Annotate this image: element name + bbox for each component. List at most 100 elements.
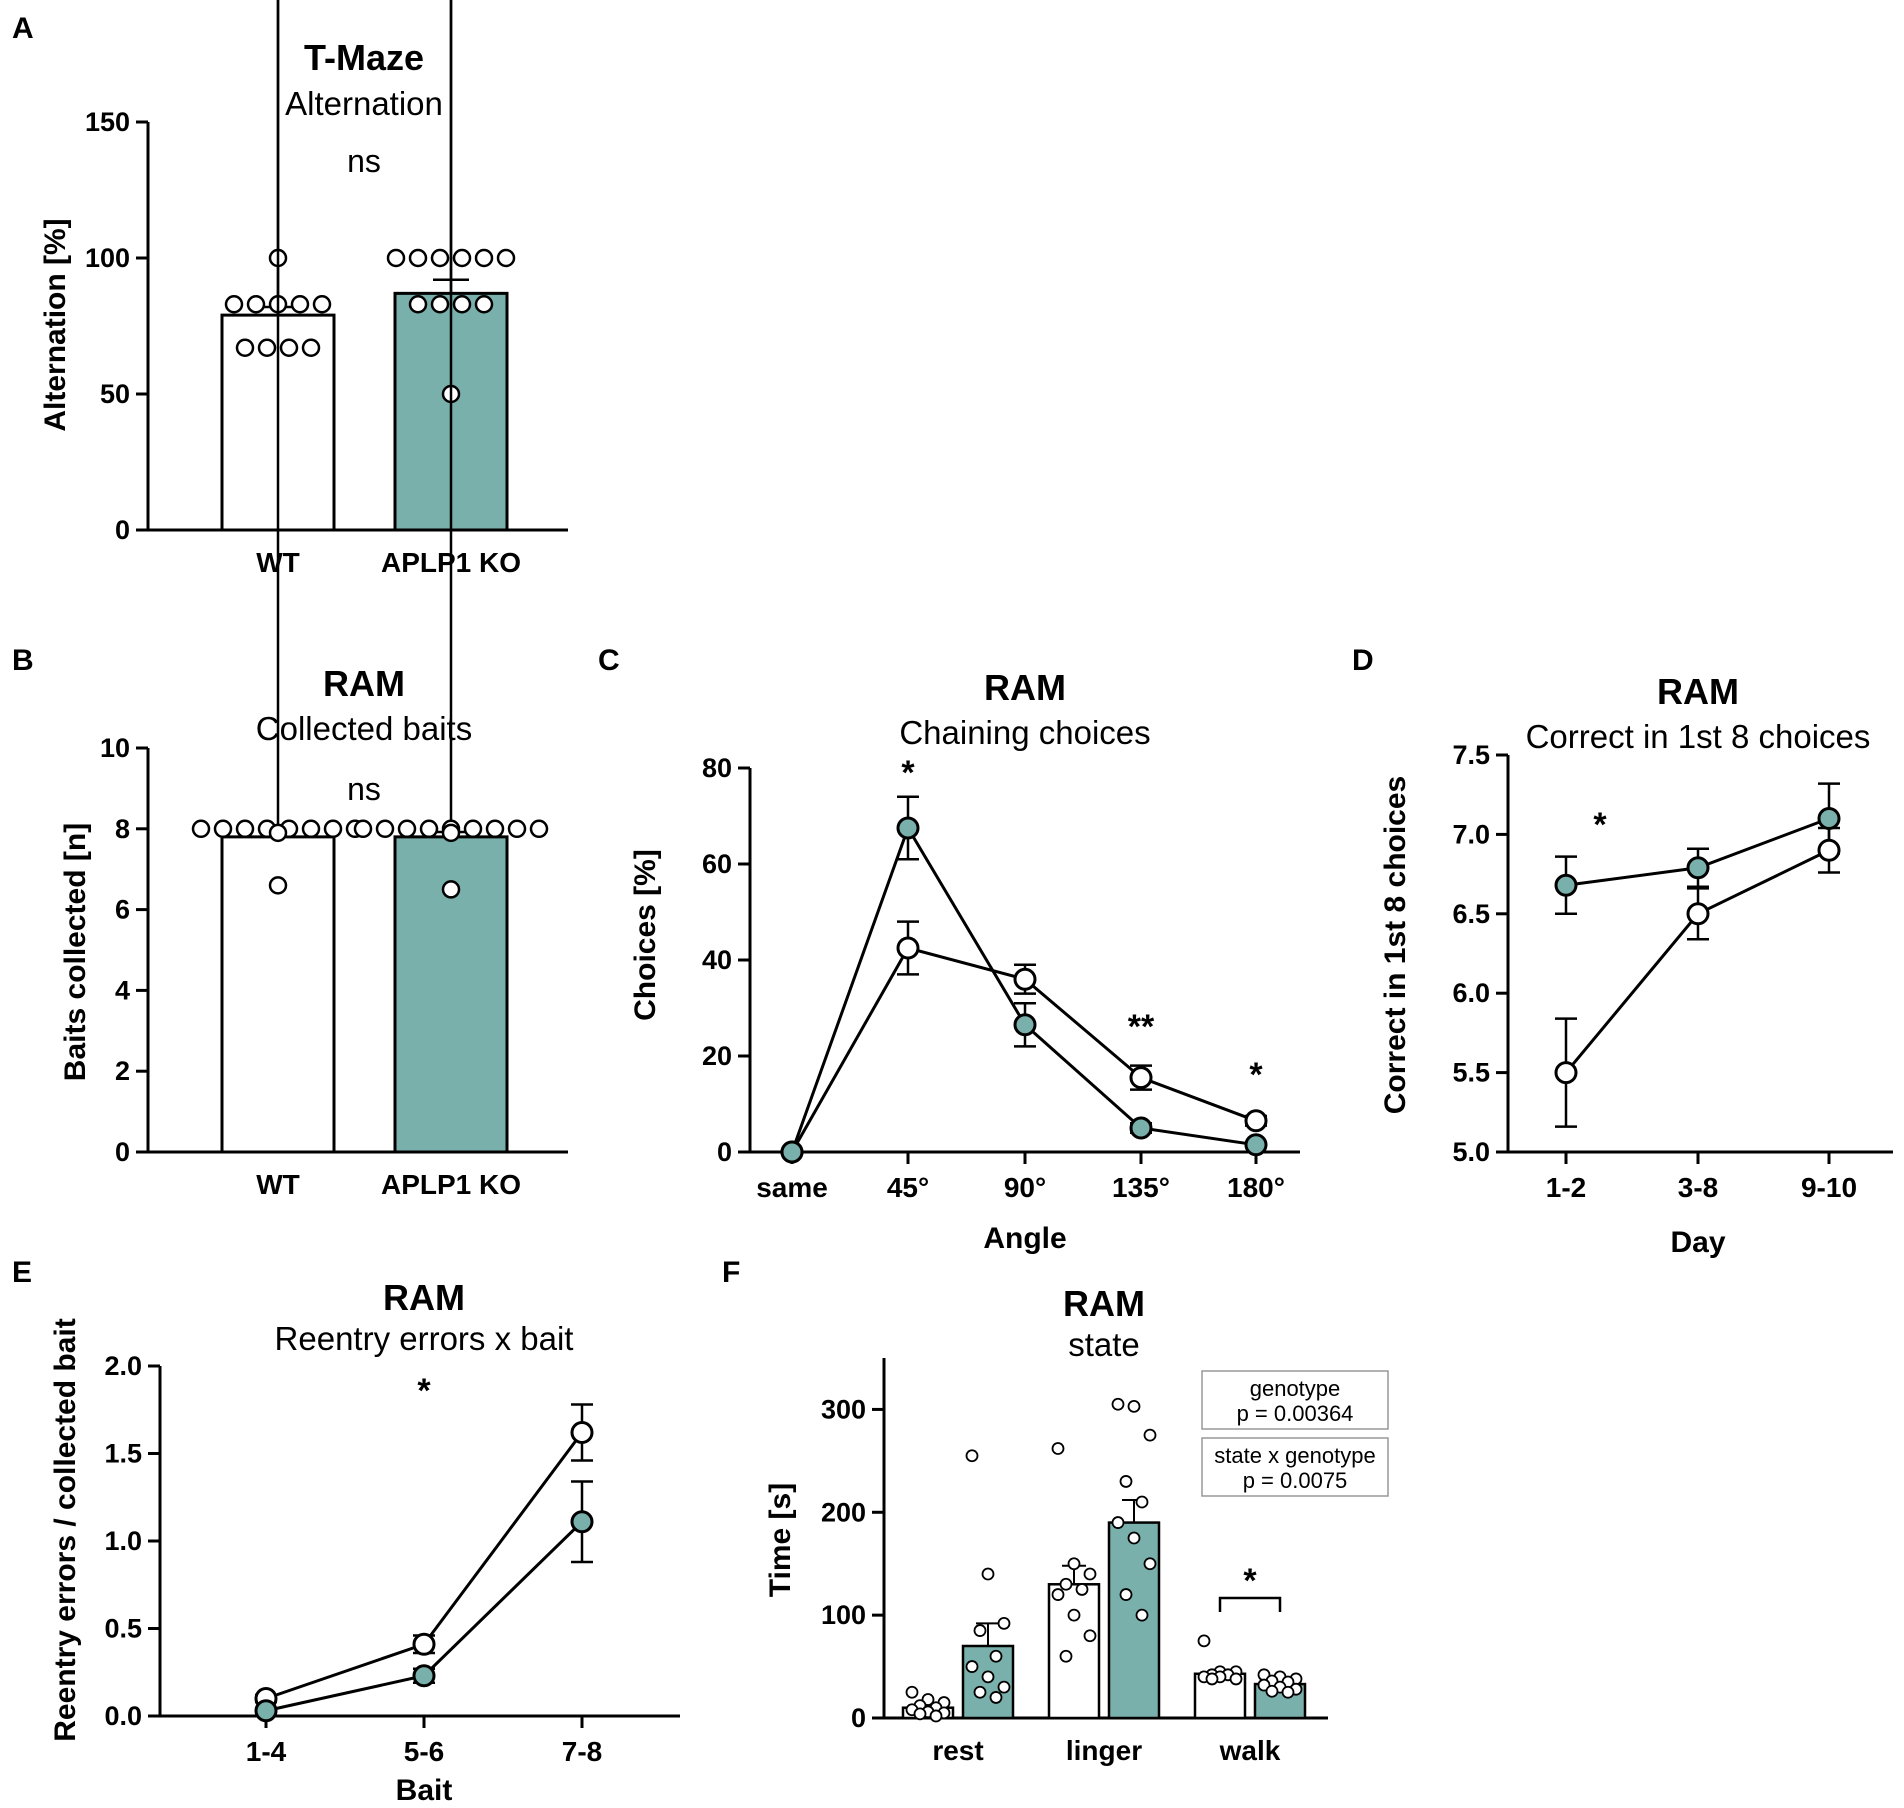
data-point xyxy=(290,294,310,314)
y-tick-label: 50 xyxy=(100,379,130,409)
stats-p-value: p = 0.0075 xyxy=(1243,1468,1348,1493)
x-axis-label: Angle xyxy=(983,1222,1066,1255)
data-point xyxy=(452,248,472,268)
y-tick-label: 80 xyxy=(702,753,732,783)
chart-title: RAM xyxy=(1657,671,1739,712)
data-point xyxy=(997,1680,1011,1694)
data-point xyxy=(323,819,343,839)
data-point xyxy=(224,294,244,314)
significance-marker: ** xyxy=(1128,1008,1155,1046)
data-point xyxy=(1051,1442,1065,1455)
y-tick-label: 20 xyxy=(702,1041,732,1071)
y-tick-label: 2 xyxy=(115,1056,130,1086)
x-tick-label: 5-6 xyxy=(404,1736,444,1767)
y-axis-label: Alternation [%] xyxy=(39,218,72,431)
y-tick-label: 8 xyxy=(115,814,130,844)
chart-title: RAM xyxy=(323,663,405,704)
bar-ko xyxy=(1107,1521,1161,1720)
data-point-ko xyxy=(570,1510,594,1534)
stats-label: state x genotype xyxy=(1214,1443,1375,1468)
data-point-wt xyxy=(1244,1109,1268,1133)
chart-subtitle: Alternation xyxy=(285,85,443,122)
data-point xyxy=(235,338,255,358)
data-point xyxy=(1067,1608,1081,1622)
y-tick-label: 5.5 xyxy=(1452,1058,1490,1088)
y-tick-label: 0.5 xyxy=(104,1614,142,1644)
data-point xyxy=(913,1707,927,1721)
data-point xyxy=(973,1624,987,1637)
y-tick-label: 150 xyxy=(85,107,130,137)
panel-label-c: C xyxy=(598,644,620,677)
data-point xyxy=(1119,1588,1133,1601)
annotation-ns: ns xyxy=(347,771,381,807)
chart-title: RAM xyxy=(383,1277,465,1318)
y-tick-label: 40 xyxy=(702,945,732,975)
significance-marker: * xyxy=(1593,806,1607,844)
stats-label: genotype xyxy=(1250,1376,1341,1401)
y-tick-label: 0 xyxy=(115,515,130,545)
data-point-wt xyxy=(1013,967,1037,991)
data-point xyxy=(973,1685,987,1699)
data-point-ko xyxy=(1686,856,1710,880)
data-point xyxy=(1111,1516,1125,1529)
data-point xyxy=(1075,1583,1089,1596)
significance-marker: * xyxy=(901,754,915,792)
x-tick-label: 180° xyxy=(1227,1172,1285,1203)
data-point xyxy=(375,819,395,839)
y-tick-label: 4 xyxy=(115,975,130,1005)
x-tick-label: 135° xyxy=(1112,1172,1170,1203)
stats-p-value: p = 0.00364 xyxy=(1237,1401,1354,1426)
data-point xyxy=(1143,1428,1157,1442)
data-point xyxy=(1281,1685,1295,1699)
data-point xyxy=(1265,1684,1279,1698)
data-point xyxy=(485,819,505,839)
data-point xyxy=(1143,1557,1157,1571)
data-point xyxy=(353,819,373,839)
x-tick-label: linger xyxy=(1066,1735,1142,1766)
annotation-ns: ns xyxy=(347,143,381,179)
y-tick-label: 0 xyxy=(851,1703,866,1733)
chart-subtitle: Chaining choices xyxy=(899,714,1150,751)
chart-subtitle: Correct in 1st 8 choices xyxy=(1526,718,1871,755)
data-point xyxy=(1051,1588,1065,1601)
y-tick-label: 1.5 xyxy=(104,1439,142,1469)
data-point xyxy=(1059,1649,1073,1663)
x-tick-label: APLP1 KO xyxy=(381,1169,521,1200)
data-point-ko xyxy=(1013,1013,1037,1037)
data-point xyxy=(474,248,494,268)
data-point xyxy=(268,876,288,895)
panel-label-f: F xyxy=(722,1256,740,1289)
plot-area: 0 100 200 300 rest linger walk * xyxy=(821,1358,1328,1766)
data-point xyxy=(474,294,494,314)
y-axis-label: Correct in 1st 8 choices xyxy=(1379,776,1412,1114)
y-axis-label: Time [s] xyxy=(764,1483,797,1597)
data-point xyxy=(989,1649,1003,1663)
data-point xyxy=(1083,1567,1097,1581)
y-axis-label: Reentry errors / collected bait xyxy=(49,1318,82,1742)
data-point xyxy=(1127,1399,1141,1413)
data-point xyxy=(1135,1495,1149,1509)
stats-box-interaction: state x genotype p = 0.0075 xyxy=(1201,1437,1389,1497)
x-tick-label: 7-8 xyxy=(562,1736,602,1767)
data-point xyxy=(989,1691,1003,1704)
data-point xyxy=(213,819,233,839)
x-tick-label: 1-4 xyxy=(246,1736,287,1767)
panel-label-b: B xyxy=(12,644,34,677)
data-point xyxy=(257,338,277,358)
x-tick-label: WT xyxy=(256,1169,300,1200)
x-tick-label: same xyxy=(756,1172,828,1203)
significance-marker: * xyxy=(417,1372,431,1410)
panel-a: A T-Maze Alternation ns Alternation [%] … xyxy=(12,0,568,578)
data-point-ko xyxy=(254,1699,278,1723)
y-tick-label: 10 xyxy=(100,733,130,763)
stats-box-genotype: genotype p = 0.00364 xyxy=(1201,1370,1389,1430)
data-point xyxy=(463,819,483,839)
x-tick-label: 1-2 xyxy=(1546,1172,1586,1203)
data-point xyxy=(191,819,211,839)
data-point xyxy=(905,1685,919,1699)
data-point xyxy=(981,1670,995,1684)
series-line-wt xyxy=(265,1431,584,1700)
data-point xyxy=(279,338,299,358)
x-tick-label: 9-10 xyxy=(1801,1172,1857,1203)
y-tick-label: 6.5 xyxy=(1452,899,1490,929)
